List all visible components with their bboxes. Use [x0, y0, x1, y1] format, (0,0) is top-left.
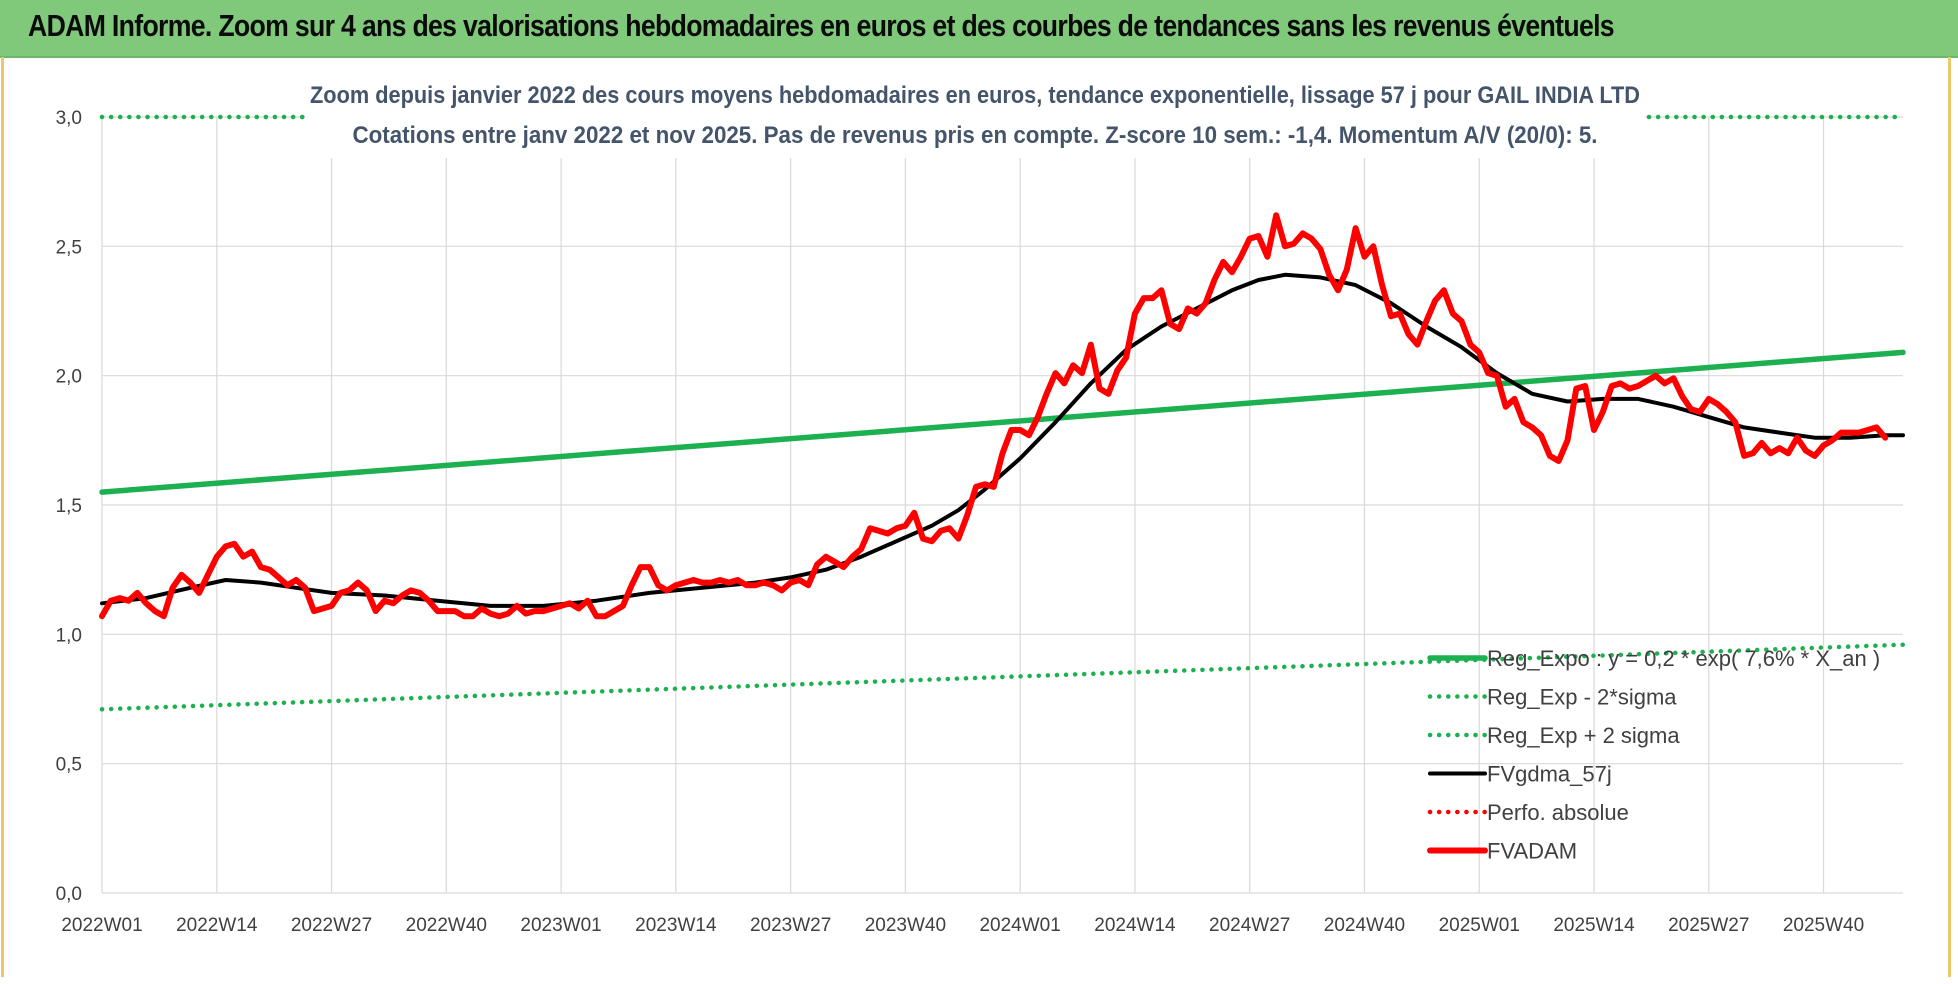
x-axis-ticks: 2022W01 2022W14 2022W27 2022W40 2023W01 2023W…: [61, 915, 1864, 936]
x-tick-label: 2024W40: [1324, 915, 1405, 936]
series-line-1: [99, 642, 1906, 712]
x-tick-label: 2024W01: [979, 915, 1060, 936]
legend-label: FVADAM: [1487, 839, 1577, 864]
chart-frame: [1, 57, 1951, 977]
legend: Reg_Expo : y = 0,2 * exp( 7,6% * X_an ) R…: [1427, 646, 1880, 864]
y-tick-label: 0,0: [56, 884, 82, 905]
x-tick-label: 2024W27: [1209, 915, 1290, 936]
x-tick-label: 2023W27: [750, 915, 831, 936]
y-tick-label: 2,5: [56, 237, 82, 258]
y-axis-ticks: 0,0 0,5 1,0 1,5 2,0 2,5 3,0: [56, 108, 82, 905]
y-tick-label: 0,5: [56, 755, 82, 776]
chart-title: Zoom depuis janvier 2022 des cours moyen…: [310, 82, 1640, 109]
chart-subtitle: Cotations entre janv 2022 et nov 2025. P…: [353, 122, 1598, 149]
x-tick-label: 2022W14: [176, 915, 258, 936]
legend-label: Reg_Expo : y = 0,2 * exp( 7,6% * X_an ): [1487, 646, 1880, 671]
y-tick-label: 1,0: [56, 625, 82, 646]
legend-label: Perfo. absolue: [1487, 800, 1629, 825]
x-tick-label: 2025W27: [1668, 915, 1749, 936]
header-banner: ADAM Informe. Zoom sur 4 ans des valoris…: [0, 0, 1958, 58]
y-tick-label: 1,5: [56, 496, 82, 517]
y-tick-label: 3,0: [56, 108, 82, 129]
x-tick-label: 2022W01: [61, 915, 142, 936]
legend-label: Reg_Exp - 2*sigma: [1487, 685, 1677, 710]
y-tick-label: 2,0: [56, 367, 82, 388]
x-tick-label: 2023W01: [520, 915, 601, 936]
x-tick-label: 2025W01: [1439, 915, 1520, 936]
x-tick-label: 2022W27: [291, 915, 372, 936]
title-background: [305, 74, 1645, 158]
x-tick-label: 2023W40: [865, 915, 946, 936]
x-tick-label: 2022W40: [406, 915, 487, 936]
legend-label: Reg_Exp + 2 sigma: [1487, 723, 1680, 748]
x-tick-label: 2025W14: [1553, 915, 1635, 936]
series-line-0: [99, 349, 1906, 495]
grid: [101, 116, 1903, 894]
series: [99, 114, 1906, 712]
series-line-3: [100, 272, 1905, 608]
series-line-5: [99, 212, 1889, 620]
x-tick-label: 2025W40: [1783, 915, 1864, 936]
x-tick-label: 2023W14: [635, 915, 717, 936]
x-tick-label: 2024W14: [1094, 915, 1176, 936]
banner-title: ADAM Informe. Zoom sur 4 ans des valoris…: [28, 8, 1615, 43]
legend-label: FVgdma_57j: [1487, 762, 1612, 787]
